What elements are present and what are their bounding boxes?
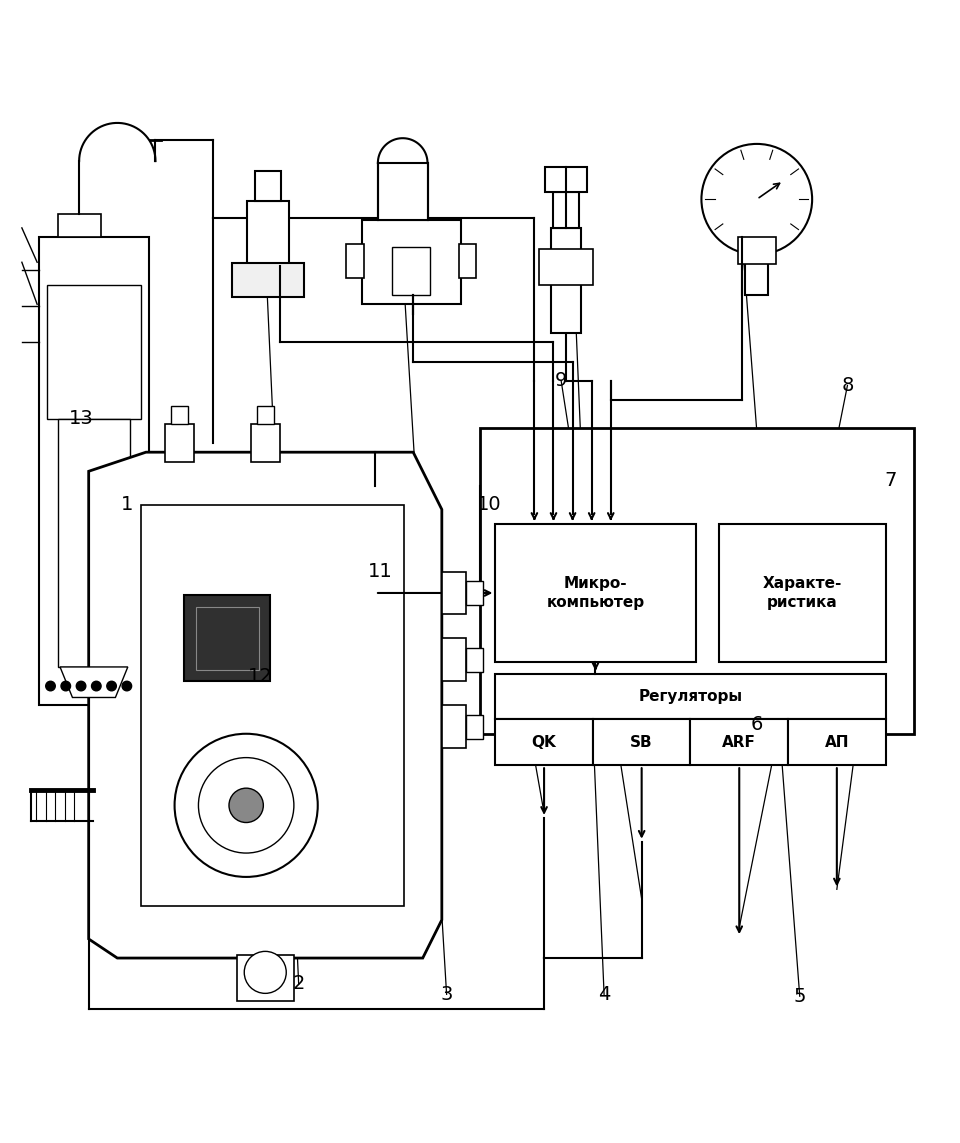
- Circle shape: [107, 681, 116, 690]
- Text: 11: 11: [368, 562, 392, 581]
- Circle shape: [76, 681, 85, 690]
- Bar: [59, 418, 130, 668]
- Circle shape: [199, 758, 294, 853]
- Bar: [47, 285, 141, 418]
- Text: ARF: ARF: [722, 735, 756, 750]
- Bar: [59, 214, 101, 238]
- Bar: [184, 596, 270, 681]
- Bar: [442, 705, 466, 748]
- Bar: [480, 429, 914, 734]
- Text: 6: 6: [751, 714, 763, 734]
- Polygon shape: [141, 505, 403, 905]
- Bar: [495, 673, 886, 719]
- Bar: [690, 719, 788, 766]
- Text: 2: 2: [293, 974, 305, 993]
- Bar: [719, 523, 886, 662]
- Circle shape: [244, 951, 286, 993]
- Circle shape: [46, 681, 56, 690]
- Text: 9: 9: [555, 371, 567, 390]
- Bar: [553, 192, 579, 227]
- Text: 5: 5: [794, 986, 806, 1006]
- Text: Микро-
компьютер: Микро- компьютер: [546, 576, 644, 610]
- Bar: [737, 238, 776, 264]
- Text: SB: SB: [631, 735, 653, 750]
- Bar: [236, 956, 294, 1001]
- Bar: [466, 581, 483, 605]
- Text: Характе-
ристика: Характе- ристика: [762, 576, 842, 610]
- Bar: [232, 263, 304, 297]
- Circle shape: [91, 681, 101, 690]
- Text: 7: 7: [884, 471, 897, 490]
- Bar: [788, 719, 886, 766]
- Text: 4: 4: [598, 985, 611, 1004]
- Bar: [495, 523, 696, 662]
- Text: 10: 10: [477, 495, 502, 514]
- Bar: [466, 648, 483, 672]
- Bar: [466, 714, 483, 738]
- Circle shape: [122, 681, 132, 690]
- Bar: [165, 424, 194, 462]
- Bar: [196, 607, 258, 670]
- Circle shape: [61, 681, 70, 690]
- Text: 3: 3: [441, 985, 453, 1004]
- Bar: [347, 245, 364, 278]
- Text: Регуляторы: Регуляторы: [638, 689, 742, 704]
- Text: QK: QK: [532, 735, 557, 750]
- Bar: [495, 719, 593, 766]
- Bar: [745, 255, 768, 295]
- Bar: [362, 221, 461, 304]
- Text: АП: АП: [825, 735, 849, 750]
- Polygon shape: [88, 453, 442, 958]
- Circle shape: [229, 789, 263, 823]
- Bar: [254, 170, 281, 201]
- Bar: [256, 407, 274, 424]
- Circle shape: [702, 144, 812, 255]
- Text: 13: 13: [69, 409, 93, 429]
- Text: 1: 1: [121, 495, 133, 514]
- Bar: [39, 238, 149, 705]
- Text: 8: 8: [841, 376, 853, 394]
- Bar: [540, 249, 592, 285]
- Bar: [551, 227, 581, 333]
- Text: 12: 12: [248, 668, 273, 686]
- Circle shape: [175, 734, 318, 877]
- Bar: [171, 407, 188, 424]
- Bar: [459, 245, 476, 278]
- Bar: [251, 424, 279, 462]
- Bar: [593, 719, 690, 766]
- Polygon shape: [60, 668, 128, 697]
- Bar: [442, 572, 466, 615]
- Bar: [442, 638, 466, 681]
- Bar: [378, 163, 427, 221]
- Bar: [545, 167, 587, 192]
- Bar: [247, 201, 289, 266]
- Bar: [393, 247, 430, 295]
